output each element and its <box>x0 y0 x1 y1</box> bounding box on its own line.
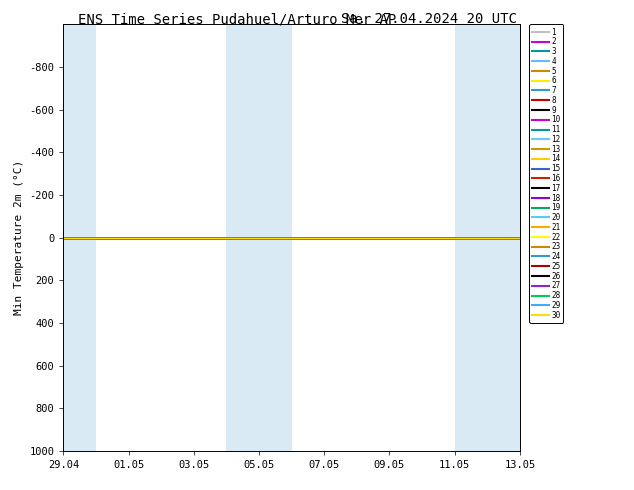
Text: Sa. 27.04.2024 20 UTC: Sa. 27.04.2024 20 UTC <box>340 12 517 26</box>
Legend: 1, 2, 3, 4, 5, 6, 7, 8, 9, 10, 11, 12, 13, 14, 15, 16, 17, 18, 19, 20, 21, 22, 2: 1, 2, 3, 4, 5, 6, 7, 8, 9, 10, 11, 12, 1… <box>529 24 564 323</box>
Bar <box>455 24 520 451</box>
Bar <box>226 24 292 451</box>
Y-axis label: Min Temperature 2m (°C): Min Temperature 2m (°C) <box>14 160 24 315</box>
Bar <box>63 24 96 451</box>
Text: ENS Time Series Pudahuel/Arturo Mer AP: ENS Time Series Pudahuel/Arturo Mer AP <box>78 12 396 26</box>
